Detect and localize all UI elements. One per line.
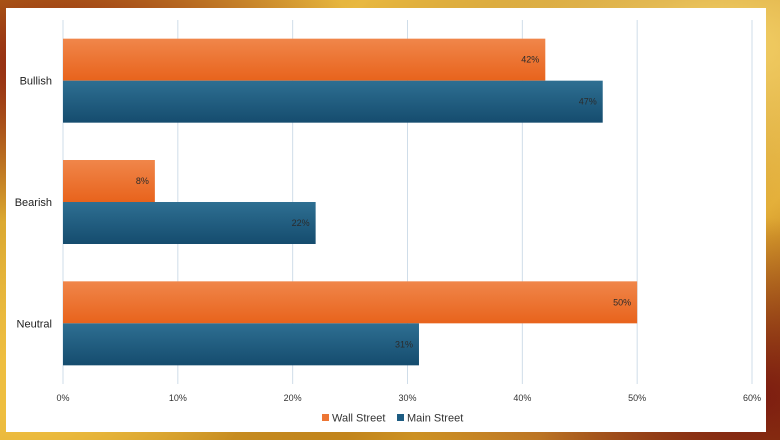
data-label: 50% [613, 297, 631, 307]
data-label: 47% [579, 97, 597, 107]
category-label: Neutral [17, 318, 52, 330]
x-tick-label: 10% [169, 393, 187, 403]
main-street-bar [63, 80, 603, 123]
legend-label: Wall Street [332, 413, 385, 425]
bar-chart: 0% 10% 20% 30% 40% 50% 60% Bullish 42% 47% Bearish… [15, 20, 761, 425]
x-tick-label: 50% [628, 393, 646, 403]
wall-street-bar [63, 160, 155, 202]
category-label: Bearish [15, 197, 52, 209]
x-tick-label: 40% [513, 393, 531, 403]
main-street-bar [63, 323, 419, 366]
category-label: Bullish [20, 76, 52, 88]
chart-panel: 0% 10% 20% 30% 40% 50% 60% Bullish 42% 47% Bearish… [6, 8, 766, 432]
x-tick-label: 20% [284, 393, 302, 403]
x-tick-label: 30% [398, 393, 416, 403]
legend-swatch [397, 414, 404, 421]
data-label: 22% [292, 218, 310, 228]
data-label: 8% [136, 176, 149, 186]
wall-street-bar [63, 38, 546, 81]
legend-swatch [322, 414, 329, 421]
legend-label: Main Street [407, 413, 463, 425]
x-tick-label: 60% [743, 393, 761, 403]
main-street-bar [63, 202, 316, 244]
data-label: 42% [521, 55, 539, 65]
x-tick-label: 0% [56, 393, 69, 403]
data-label: 31% [395, 339, 413, 349]
wall-street-bar [63, 281, 638, 324]
